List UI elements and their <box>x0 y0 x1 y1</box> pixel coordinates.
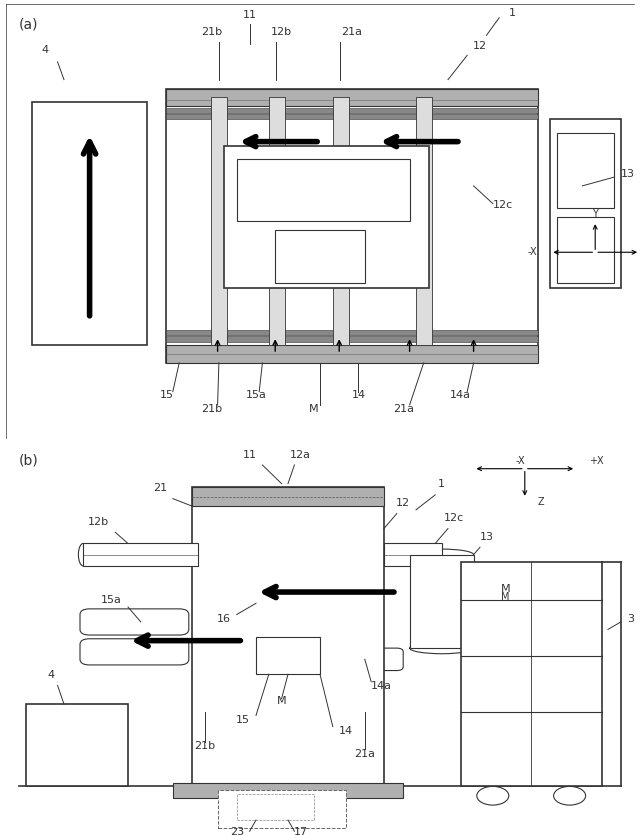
Bar <box>166 114 538 119</box>
Text: M: M <box>501 591 510 601</box>
Text: 21a: 21a <box>355 748 375 758</box>
Text: -X: -X <box>528 247 538 257</box>
Bar <box>166 337 538 342</box>
Text: -X: -X <box>515 456 525 466</box>
Text: 12a: 12a <box>291 449 311 459</box>
Bar <box>550 119 621 287</box>
Text: 4: 4 <box>41 45 49 55</box>
Bar <box>211 98 227 345</box>
Text: 12b: 12b <box>88 517 109 527</box>
Text: 13: 13 <box>479 532 493 542</box>
Text: (a): (a) <box>19 18 38 32</box>
Text: 17: 17 <box>294 827 308 835</box>
Text: Z: Z <box>538 498 544 508</box>
Text: M: M <box>276 696 287 706</box>
Text: 14a: 14a <box>451 390 471 400</box>
Text: 3: 3 <box>627 614 634 624</box>
Bar <box>237 159 410 221</box>
FancyBboxPatch shape <box>80 639 189 665</box>
Bar <box>173 782 403 797</box>
Text: 16: 16 <box>217 614 231 624</box>
Polygon shape <box>237 584 320 630</box>
Text: 21b: 21b <box>200 403 222 413</box>
Bar <box>218 790 346 827</box>
Text: 11: 11 <box>243 449 257 459</box>
Text: 11: 11 <box>243 10 257 20</box>
Bar <box>410 554 474 648</box>
Bar <box>384 544 442 566</box>
Text: 12: 12 <box>473 41 487 51</box>
Text: 12c: 12c <box>493 200 513 210</box>
Bar <box>416 98 432 345</box>
Text: (b): (b) <box>19 453 39 468</box>
FancyBboxPatch shape <box>326 648 403 671</box>
Text: 14: 14 <box>339 726 353 736</box>
Text: 14: 14 <box>351 390 365 400</box>
Text: Y: Y <box>592 209 598 219</box>
Text: 12c: 12c <box>444 513 465 523</box>
Bar <box>237 794 314 820</box>
Bar <box>83 544 198 566</box>
Bar <box>275 230 365 283</box>
Bar <box>224 146 429 287</box>
Text: 14a: 14a <box>371 681 392 691</box>
Bar <box>166 345 538 363</box>
Text: M: M <box>500 584 511 594</box>
Text: M: M <box>308 403 319 413</box>
Text: 15: 15 <box>159 390 173 400</box>
Bar <box>166 89 538 106</box>
FancyBboxPatch shape <box>80 609 189 635</box>
Text: 13: 13 <box>621 169 635 179</box>
Text: 15a: 15a <box>100 595 122 605</box>
Bar <box>166 108 538 113</box>
Bar <box>32 102 147 345</box>
Text: 12b: 12b <box>271 28 292 38</box>
Bar <box>557 217 614 283</box>
Text: 15a: 15a <box>246 390 266 400</box>
Bar <box>166 330 538 335</box>
Text: 1: 1 <box>438 479 445 489</box>
Text: 15: 15 <box>236 715 250 725</box>
Text: 4: 4 <box>47 670 55 680</box>
Bar <box>461 562 602 787</box>
Text: 21: 21 <box>153 483 167 493</box>
Bar <box>192 488 384 787</box>
Text: 12: 12 <box>396 498 410 508</box>
Text: 21b: 21b <box>200 28 222 38</box>
Text: 21a: 21a <box>393 403 413 413</box>
Text: 21a: 21a <box>342 28 362 38</box>
Text: +X: +X <box>589 456 604 466</box>
Bar <box>192 488 384 506</box>
Bar <box>26 704 128 787</box>
Bar <box>557 133 614 208</box>
Text: 1: 1 <box>509 8 515 18</box>
Bar <box>333 98 349 345</box>
Text: 23: 23 <box>230 827 244 835</box>
Bar <box>269 98 285 345</box>
Bar <box>256 637 320 675</box>
Text: 21b: 21b <box>194 741 216 751</box>
Bar <box>166 89 538 363</box>
